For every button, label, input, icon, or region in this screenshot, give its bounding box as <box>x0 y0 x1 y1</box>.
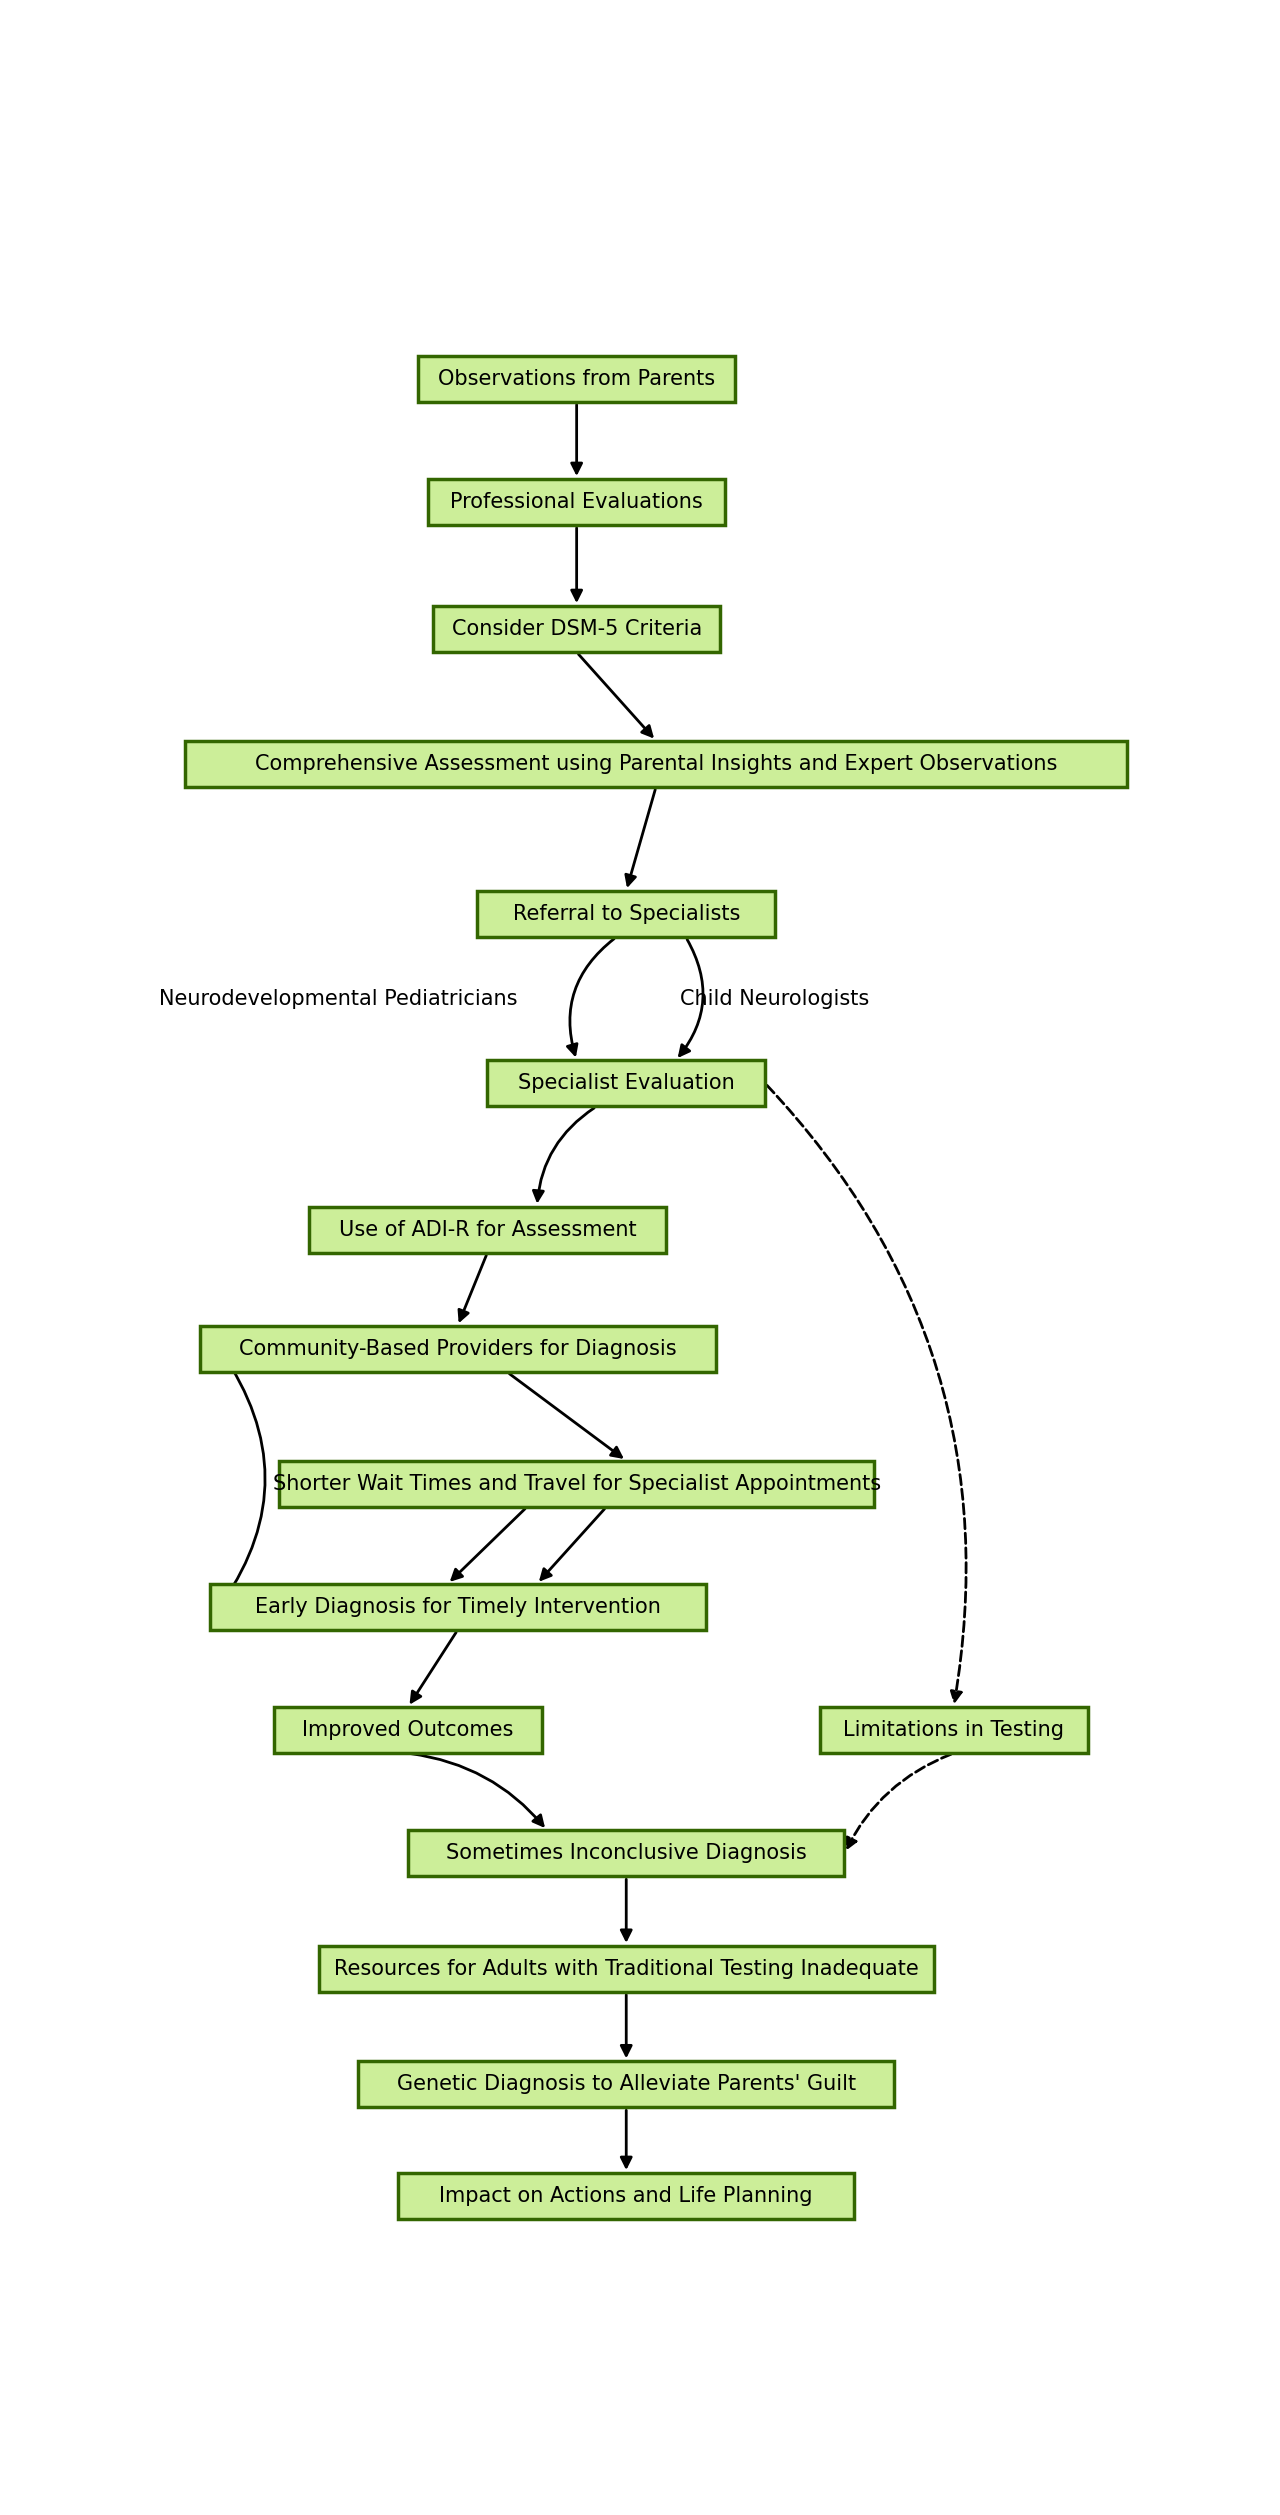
Text: Improved Outcomes: Improved Outcomes <box>302 1720 513 1740</box>
Text: Genetic Diagnosis to Alleviate Parents' Guilt: Genetic Diagnosis to Alleviate Parents' … <box>397 2075 856 2095</box>
FancyBboxPatch shape <box>319 1947 934 1992</box>
Text: Shorter Wait Times and Travel for Specialist Appointments: Shorter Wait Times and Travel for Specia… <box>273 1474 881 1494</box>
FancyBboxPatch shape <box>417 355 736 402</box>
FancyBboxPatch shape <box>200 1325 716 1373</box>
FancyBboxPatch shape <box>433 606 721 651</box>
FancyBboxPatch shape <box>428 478 726 526</box>
FancyBboxPatch shape <box>819 1708 1088 1753</box>
FancyBboxPatch shape <box>274 1708 541 1753</box>
Text: Early Diagnosis for Timely Intervention: Early Diagnosis for Timely Intervention <box>255 1597 660 1617</box>
FancyBboxPatch shape <box>477 890 774 938</box>
Text: Specialist Evaluation: Specialist Evaluation <box>518 1074 735 1094</box>
Text: Resources for Adults with Traditional Testing Inadequate: Resources for Adults with Traditional Te… <box>334 1959 919 1979</box>
FancyBboxPatch shape <box>398 2173 855 2218</box>
FancyBboxPatch shape <box>358 2062 895 2108</box>
Text: Referral to Specialists: Referral to Specialists <box>512 903 740 923</box>
FancyBboxPatch shape <box>184 742 1128 787</box>
Text: Observations from Parents: Observations from Parents <box>438 370 716 390</box>
Text: Child Neurologists: Child Neurologists <box>681 988 869 1009</box>
Text: Consider DSM-5 Criteria: Consider DSM-5 Criteria <box>452 619 701 639</box>
Text: Comprehensive Assessment using Parental Insights and Expert Observations: Comprehensive Assessment using Parental … <box>255 754 1057 775</box>
FancyBboxPatch shape <box>488 1061 765 1107</box>
Text: Professional Evaluations: Professional Evaluations <box>451 493 703 513</box>
Text: Sometimes Inconclusive Diagnosis: Sometimes Inconclusive Diagnosis <box>445 1843 806 1864</box>
Text: Impact on Actions and Life Planning: Impact on Actions and Life Planning <box>439 2186 813 2206</box>
Text: Limitations in Testing: Limitations in Testing <box>844 1720 1064 1740</box>
FancyBboxPatch shape <box>308 1207 666 1252</box>
FancyBboxPatch shape <box>210 1584 705 1630</box>
Text: Neurodevelopmental Pediatricians: Neurodevelopmental Pediatricians <box>159 988 518 1009</box>
Text: Community-Based Providers for Diagnosis: Community-Based Providers for Diagnosis <box>239 1338 676 1358</box>
FancyBboxPatch shape <box>408 1831 845 1876</box>
Text: Use of ADI-R for Assessment: Use of ADI-R for Assessment <box>338 1220 636 1240</box>
FancyBboxPatch shape <box>279 1461 874 1506</box>
